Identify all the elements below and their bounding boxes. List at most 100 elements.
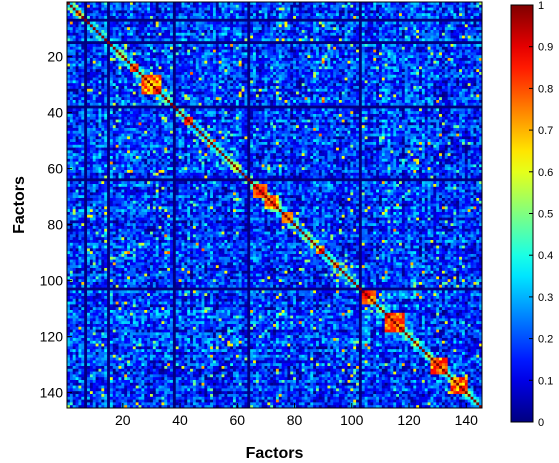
heatmap-cell	[410, 74, 414, 78]
heatmap-cell	[75, 91, 79, 95]
heatmap-cell	[267, 60, 271, 64]
heatmap-cell	[144, 46, 148, 50]
heatmap-cell	[187, 46, 191, 50]
heatmap-cell	[424, 66, 428, 70]
heatmap-cell	[421, 77, 426, 81]
heatmap-cell	[241, 72, 245, 76]
heatmap-cell	[327, 60, 331, 64]
heatmap-cell	[175, 72, 179, 76]
heatmap-cell	[424, 41, 428, 45]
heatmap-cell	[407, 2, 411, 6]
heatmap-cell	[241, 38, 245, 42]
heatmap-cell	[135, 94, 139, 98]
heatmap-cell	[132, 83, 137, 87]
heatmap-cell	[95, 88, 99, 92]
heatmap-cell	[338, 13, 343, 17]
heatmap-cell	[401, 55, 406, 59]
heatmap-cell	[104, 46, 108, 50]
heatmap-cell	[124, 16, 128, 20]
heatmap-cell	[436, 24, 440, 28]
heatmap-cell	[212, 86, 217, 90]
heatmap-cell	[144, 30, 148, 34]
heatmap-cell	[378, 4, 383, 8]
heatmap-cell	[416, 72, 420, 76]
heatmap-cell	[207, 74, 211, 78]
heatmap-cell	[118, 52, 122, 56]
heatmap-cell	[212, 74, 217, 78]
heatmap-cell	[144, 16, 148, 20]
heatmap-cell	[250, 83, 254, 87]
heatmap-cell	[387, 88, 391, 92]
heatmap-cell	[290, 88, 294, 92]
heatmap-cell	[127, 63, 131, 67]
heatmap-cell	[367, 55, 371, 59]
heatmap-cell	[293, 80, 297, 84]
heatmap-cell	[278, 49, 282, 53]
heatmap-cell	[476, 49, 480, 53]
heatmap-cell	[364, 18, 368, 22]
heatmap-cell	[287, 86, 291, 90]
heatmap-cell	[327, 66, 331, 70]
heatmap-cell	[479, 30, 483, 34]
heatmap-cell	[141, 97, 145, 101]
heatmap-cell	[364, 55, 368, 59]
heatmap-cell	[275, 63, 280, 67]
heatmap-cell	[78, 86, 82, 90]
heatmap-cell	[364, 41, 368, 45]
heatmap-cell	[333, 38, 337, 42]
heatmap-cell	[336, 30, 340, 34]
heatmap-cell	[467, 52, 471, 56]
heatmap-cell	[313, 7, 317, 11]
heatmap-cell	[404, 69, 408, 73]
heatmap-cell	[304, 49, 308, 53]
heatmap-cell	[261, 7, 265, 11]
heatmap-cell	[155, 63, 159, 67]
heatmap-cell	[235, 97, 240, 101]
heatmap-cell	[152, 46, 157, 50]
heatmap-cell	[293, 83, 297, 87]
heatmap-cell	[138, 4, 142, 8]
heatmap-cell	[238, 77, 242, 81]
heatmap-cell	[187, 63, 191, 67]
heatmap-cell	[318, 88, 323, 92]
heatmap-cell	[172, 41, 177, 45]
heatmap-cell	[467, 32, 471, 36]
heatmap-cell	[316, 72, 320, 76]
heatmap-cell	[112, 2, 116, 6]
heatmap-cell	[353, 46, 357, 50]
heatmap-cell	[427, 91, 431, 95]
heatmap-cell	[150, 2, 154, 6]
heatmap-cell	[324, 35, 328, 39]
heatmap-cell	[121, 86, 125, 90]
heatmap-cell	[187, 16, 191, 20]
heatmap-cell	[198, 24, 202, 28]
heatmap-cell	[250, 4, 254, 8]
heatmap-cell	[453, 10, 457, 14]
heatmap-cell	[350, 94, 354, 98]
heatmap-cell	[250, 69, 254, 73]
heatmap-cell	[456, 69, 460, 73]
heatmap-cell	[92, 94, 96, 98]
heatmap-cell	[344, 10, 348, 14]
heatmap-cell	[347, 63, 351, 67]
heatmap-cell	[172, 69, 177, 73]
heatmap-cell	[255, 55, 260, 59]
heatmap-cell	[264, 88, 268, 92]
heatmap-cell	[210, 58, 214, 62]
heatmap-cell	[261, 46, 265, 50]
heatmap-cell	[172, 83, 177, 87]
heatmap-cell	[230, 10, 234, 14]
heatmap-cell	[361, 52, 365, 56]
heatmap-cell	[433, 94, 437, 98]
heatmap-cell	[416, 91, 420, 95]
heatmap-cell	[344, 88, 348, 92]
heatmap-cell	[336, 13, 340, 17]
heatmap-cell	[321, 27, 325, 31]
heatmap-cell	[281, 4, 285, 8]
heatmap-cell	[436, 86, 440, 90]
heatmap-cell	[89, 88, 94, 92]
heatmap-cell	[384, 24, 388, 28]
heatmap-cell	[287, 77, 291, 81]
heatmap-cell	[192, 35, 197, 39]
heatmap-cell	[135, 30, 139, 34]
